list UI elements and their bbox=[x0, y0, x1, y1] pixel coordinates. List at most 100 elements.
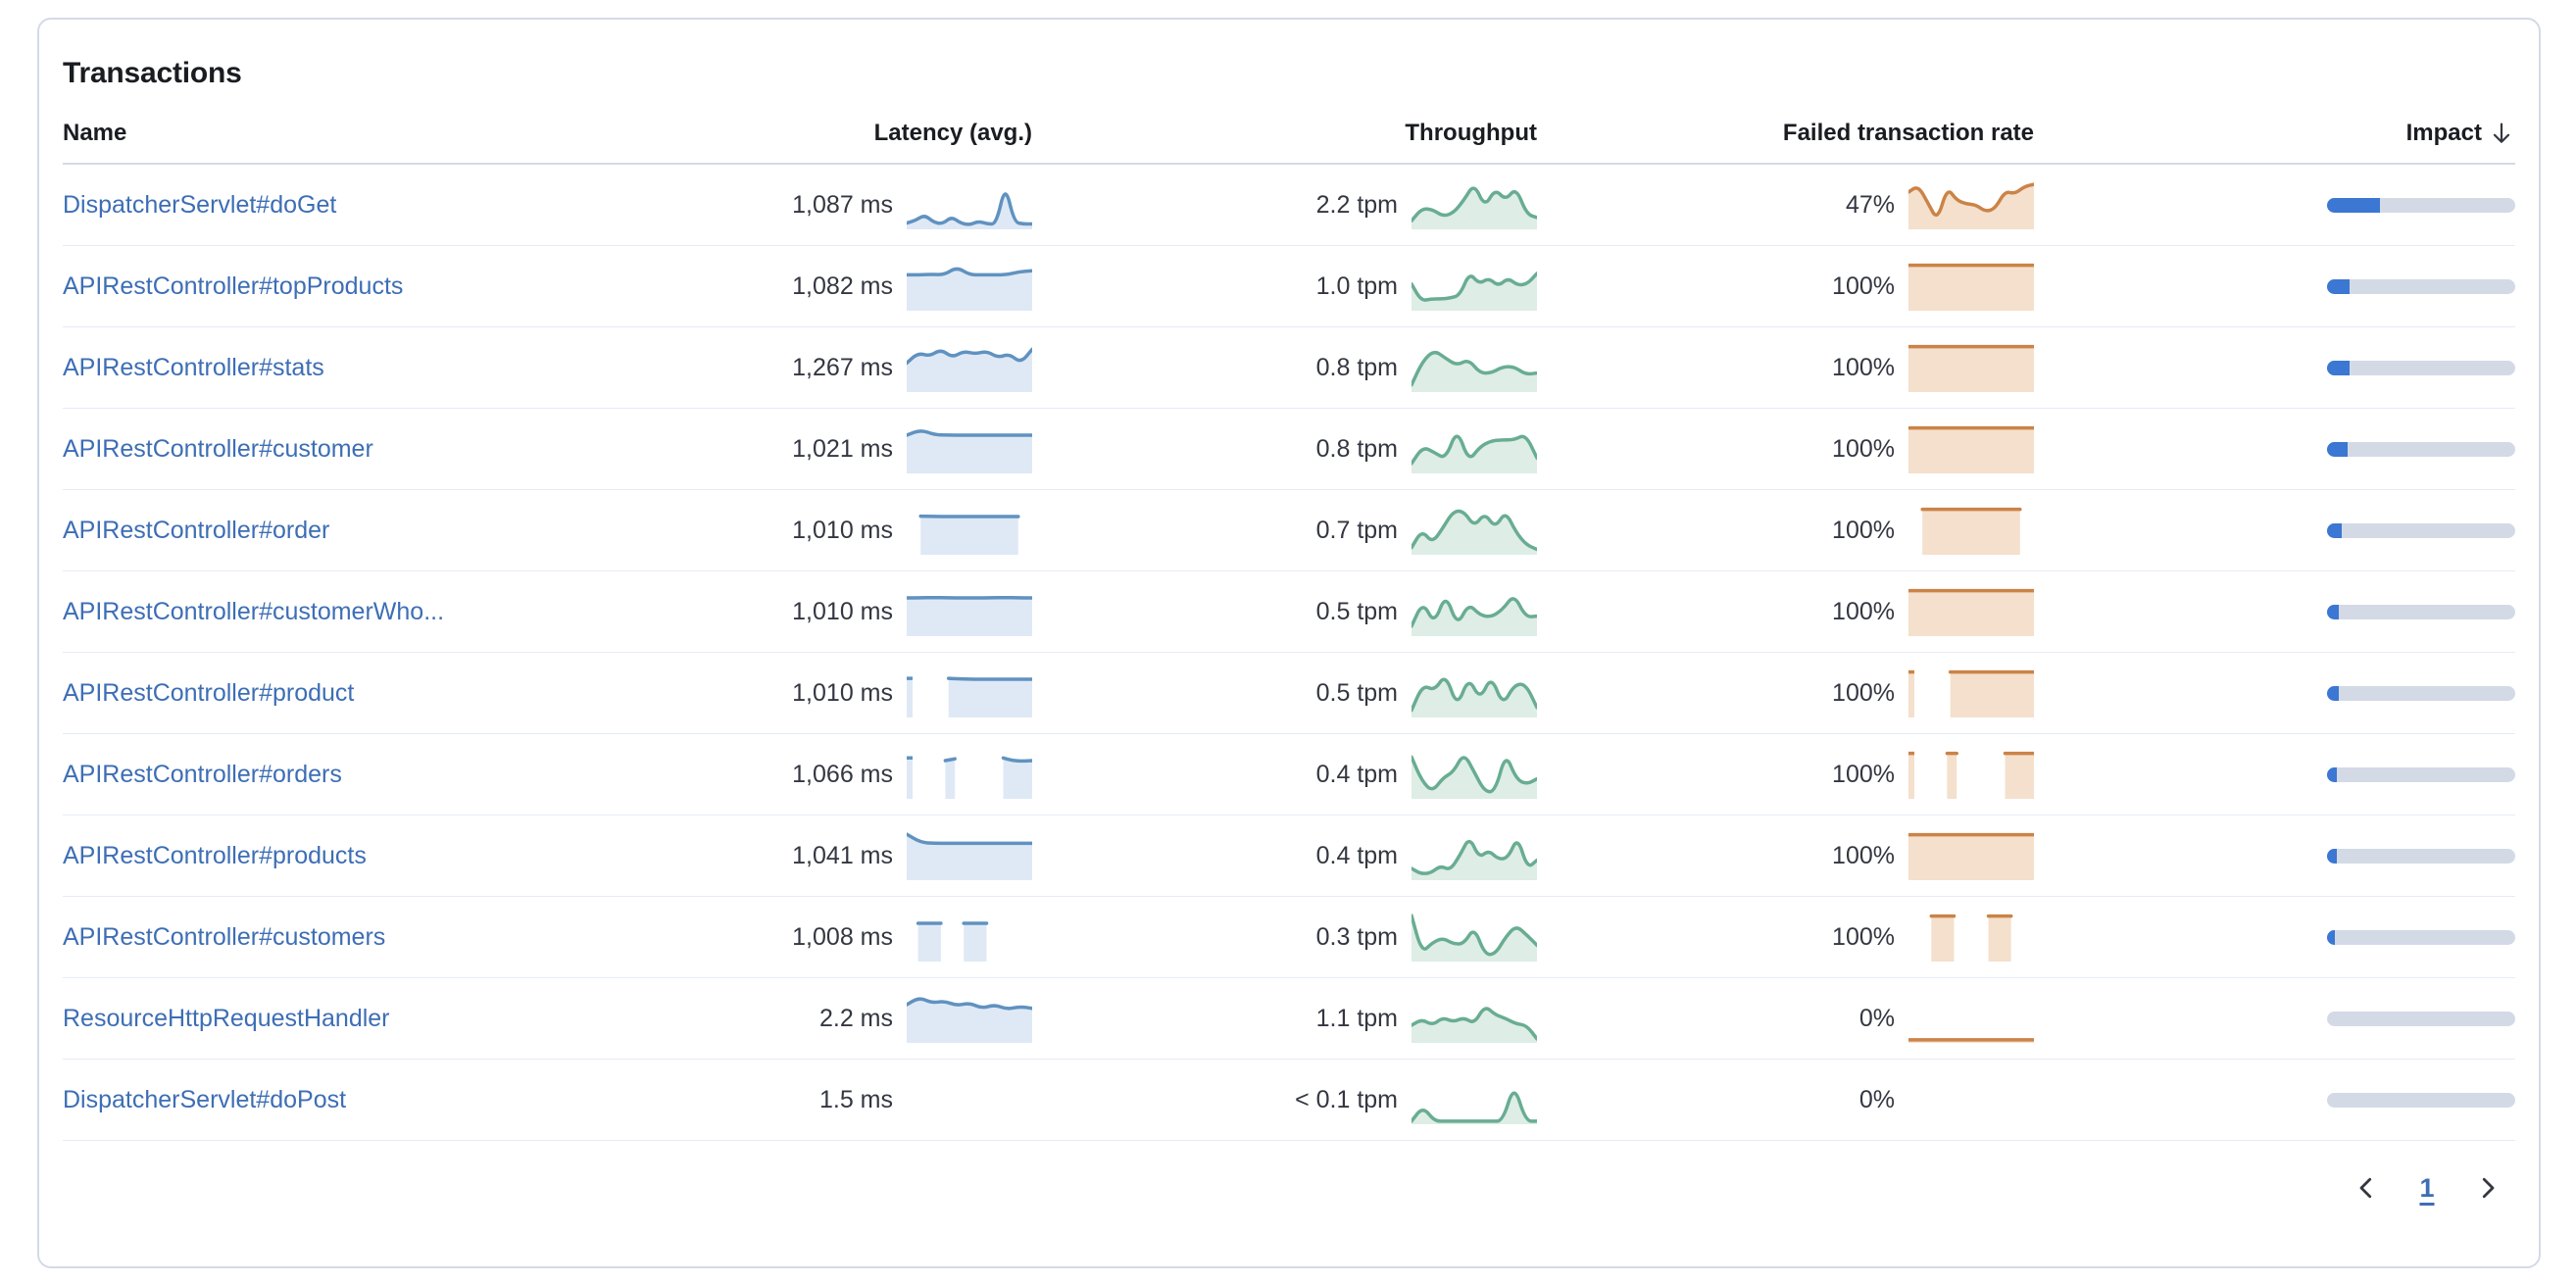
failed-rate-value: 47% bbox=[1845, 190, 1895, 219]
transaction-link[interactable]: DispatcherServlet#doPost bbox=[63, 1085, 347, 1113]
transaction-link[interactable]: ResourceHttpRequestHandler bbox=[63, 1004, 390, 1032]
impact-bar bbox=[2327, 685, 2515, 701]
throughput-sparkline bbox=[1410, 180, 1539, 229]
throughput-sparkline bbox=[1410, 750, 1539, 799]
latency-cell: 1,021 ms bbox=[620, 424, 1034, 473]
throughput-sparkline-chart bbox=[1410, 1091, 1539, 1124]
throughput-sparkline bbox=[1410, 343, 1539, 392]
chevron-left-icon bbox=[2359, 1177, 2372, 1199]
impact-bar-fill bbox=[2327, 197, 2380, 213]
latency-sparkline bbox=[907, 1075, 1032, 1124]
impact-bar bbox=[2327, 766, 2515, 782]
failed-rate-value: 100% bbox=[1832, 434, 1895, 463]
failed-rate-sparkline-chart bbox=[1929, 914, 2013, 962]
throughput-sparkline bbox=[1410, 587, 1539, 636]
failed-rate-sparkline bbox=[1907, 587, 2036, 636]
throughput-sparkline bbox=[1410, 506, 1539, 555]
impact-bar-fill bbox=[2327, 766, 2337, 782]
throughput-sparkline-chart bbox=[1410, 1007, 1539, 1043]
failed-rate-cell: 100% bbox=[1537, 668, 2036, 717]
latency-sparkline bbox=[905, 262, 1034, 311]
impact-cell bbox=[2034, 685, 2515, 701]
throughput-sparkline-chart bbox=[1410, 677, 1539, 717]
name-cell: DispatcherServlet#doGet bbox=[63, 191, 620, 220]
throughput-sparkline-chart bbox=[1410, 755, 1539, 799]
latency-value: 1,267 ms bbox=[792, 353, 893, 381]
throughput-cell: 0.8 tpm bbox=[1032, 424, 1539, 473]
transaction-link[interactable]: DispatcherServlet#doGet bbox=[63, 190, 337, 219]
transaction-link[interactable]: APIRestController#customerWho... bbox=[63, 597, 445, 625]
failed-rate-value: 100% bbox=[1832, 678, 1895, 707]
transaction-link[interactable]: APIRestController#stats bbox=[63, 353, 324, 381]
transaction-link[interactable]: APIRestController#order bbox=[63, 516, 330, 544]
transaction-link[interactable]: APIRestController#topProducts bbox=[63, 272, 404, 300]
latency-cell: 2.2 ms bbox=[620, 994, 1034, 1043]
latency-sparkline-chart bbox=[918, 514, 1020, 555]
table-row: ResourceHttpRequestHandler 2.2 ms 1.1 tpm 0… bbox=[63, 978, 2515, 1060]
failed-rate-cell: 47% bbox=[1537, 180, 2036, 229]
failed-rate-sparkline bbox=[1907, 262, 2036, 311]
transaction-link[interactable]: APIRestController#products bbox=[63, 841, 367, 869]
impact-bar-fill bbox=[2327, 604, 2340, 619]
column-header-impact[interactable]: Impact bbox=[2034, 120, 2515, 147]
table-row: APIRestController#stats 1,267 ms 0.8 tpm 10… bbox=[63, 327, 2515, 409]
name-cell: APIRestController#products bbox=[63, 842, 620, 870]
failed-rate-sparkline-chart bbox=[1907, 832, 2036, 880]
latency-sparkline-chart bbox=[907, 676, 1034, 717]
failed-rate-value: 100% bbox=[1832, 272, 1895, 300]
impact-cell bbox=[2034, 441, 2515, 457]
latency-sparkline-chart bbox=[905, 595, 1034, 636]
failed-rate-sparkline-chart bbox=[1908, 751, 2036, 799]
transaction-link[interactable]: APIRestController#product bbox=[63, 678, 355, 707]
throughput-value: 0.4 tpm bbox=[1315, 760, 1398, 788]
arrow-down-icon bbox=[2493, 123, 2510, 143]
failed-rate-sparkline-chart bbox=[1907, 588, 2036, 636]
transaction-link[interactable]: APIRestController#orders bbox=[63, 760, 342, 788]
impact-cell bbox=[2034, 604, 2515, 619]
throughput-value: 2.2 tpm bbox=[1315, 190, 1398, 219]
throughput-value: 0.8 tpm bbox=[1315, 434, 1398, 463]
throughput-cell: 0.8 tpm bbox=[1032, 343, 1539, 392]
latency-sparkline-chart bbox=[905, 267, 1034, 311]
impact-cell bbox=[2034, 929, 2515, 945]
throughput-sparkline-chart bbox=[1410, 597, 1539, 636]
failed-rate-sparkline bbox=[1908, 1075, 2034, 1124]
column-header-label: Latency (avg.) bbox=[873, 120, 1032, 146]
previous-page-button[interactable] bbox=[2341, 1162, 2392, 1213]
latency-sparkline bbox=[905, 343, 1034, 392]
column-header-throughput[interactable]: Throughput bbox=[1032, 120, 1537, 147]
throughput-value: 1.0 tpm bbox=[1315, 272, 1398, 300]
failed-rate-sparkline-chart bbox=[1907, 1038, 2036, 1043]
throughput-sparkline bbox=[1410, 262, 1539, 311]
throughput-sparkline-chart bbox=[1410, 272, 1539, 311]
name-cell: APIRestController#customerWho... bbox=[63, 598, 620, 626]
latency-value: 1,010 ms bbox=[792, 597, 893, 625]
failed-rate-value: 100% bbox=[1832, 922, 1895, 951]
latency-cell: 1,087 ms bbox=[620, 180, 1034, 229]
throughput-value: < 0.1 tpm bbox=[1295, 1085, 1398, 1113]
impact-bar bbox=[2327, 360, 2515, 375]
table-row: APIRestController#customer 1,021 ms 0.8 tp… bbox=[63, 409, 2515, 490]
throughput-value: 0.4 tpm bbox=[1315, 841, 1398, 869]
page-1-button[interactable]: 1 bbox=[2402, 1162, 2452, 1213]
failed-rate-sparkline bbox=[1907, 994, 2036, 1043]
impact-bar bbox=[2327, 848, 2515, 864]
column-header-failed[interactable]: Failed transaction rate bbox=[1537, 120, 2034, 147]
transaction-link[interactable]: APIRestController#customer bbox=[63, 434, 373, 463]
impact-cell bbox=[2034, 360, 2515, 375]
name-cell: DispatcherServlet#doPost bbox=[63, 1086, 620, 1114]
latency-sparkline-chart bbox=[905, 832, 1034, 880]
next-page-button[interactable] bbox=[2462, 1162, 2513, 1213]
pagination: 1 bbox=[63, 1162, 2515, 1213]
transaction-link[interactable]: APIRestController#customers bbox=[63, 922, 386, 951]
name-cell: APIRestController#topProducts bbox=[63, 272, 620, 301]
throughput-sparkline-chart bbox=[1410, 509, 1539, 555]
failed-rate-cell: 100% bbox=[1537, 750, 2036, 799]
impact-bar bbox=[2327, 522, 2515, 538]
failed-rate-cell: 100% bbox=[1537, 424, 2036, 473]
name-cell: ResourceHttpRequestHandler bbox=[63, 1005, 620, 1033]
latency-sparkline bbox=[905, 424, 1034, 473]
column-header-name[interactable]: Name bbox=[63, 120, 620, 147]
column-header-latency[interactable]: Latency (avg.) bbox=[620, 120, 1032, 147]
throughput-sparkline bbox=[1410, 913, 1539, 962]
